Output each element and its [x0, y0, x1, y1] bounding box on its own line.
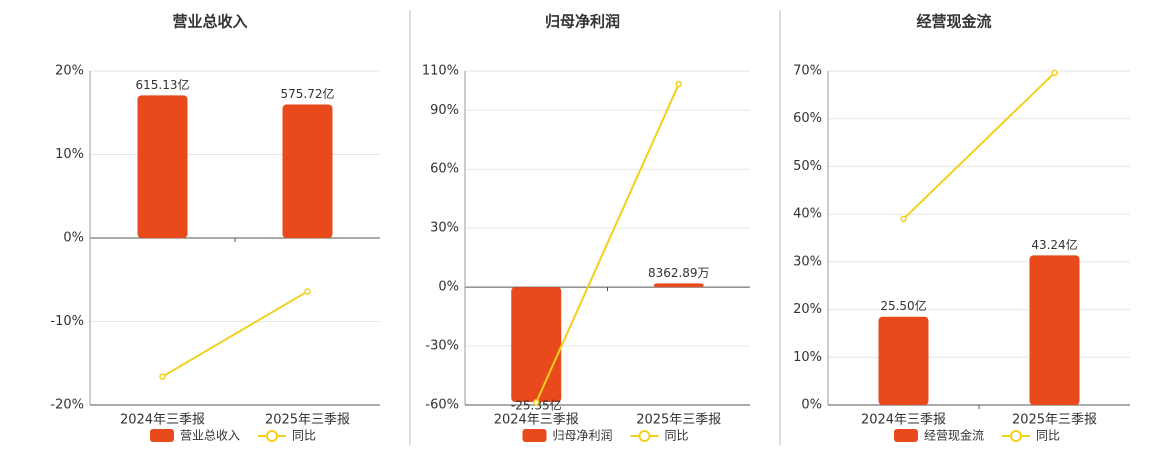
line-point — [1051, 69, 1058, 77]
y-tick-label: 90% — [430, 103, 459, 118]
legend-label: 经营现金流 — [924, 428, 984, 443]
y-tick-label: 10% — [793, 350, 822, 365]
line — [161, 290, 309, 378]
y-tick-label: 30% — [430, 221, 459, 236]
y-tick-label: 60% — [430, 162, 459, 177]
value-label: 615.13亿 — [136, 77, 190, 92]
chart-title: 经营现金流 — [916, 13, 991, 31]
y-tick-label: 70% — [793, 64, 822, 79]
x-tick-label: 2025年三季报 — [1012, 413, 1097, 428]
y-tick-label: 0% — [438, 280, 459, 295]
bar — [282, 104, 333, 239]
y-tick-label: 60% — [793, 111, 822, 126]
legend-marker — [1010, 430, 1023, 442]
chart-title: 营业总收入 — [172, 13, 247, 31]
x-tick-label: 2024年三季报 — [120, 413, 205, 428]
y-tick-label: 50% — [793, 159, 822, 174]
legend-marker — [638, 430, 651, 442]
legend-label: 营业总收入 — [180, 429, 240, 443]
x-tick-label: 2025年三季报 — [265, 413, 350, 428]
legend-label: 归母净利润 — [553, 429, 613, 443]
legend-swatch — [150, 429, 174, 442]
y-tick-label: -60% — [425, 398, 459, 413]
y-tick-label: 0% — [801, 398, 822, 413]
x-tick-label: 2024年三季报 — [494, 413, 579, 428]
line-point — [533, 398, 540, 406]
x-tick-label: 2024年三季报 — [861, 413, 946, 428]
y-tick-label: 20% — [55, 64, 84, 79]
line — [535, 83, 680, 403]
bar — [511, 287, 562, 403]
y-tick-label: 10% — [55, 147, 84, 162]
bar — [653, 283, 704, 288]
y-tick-label: 30% — [793, 254, 822, 269]
value-label: 25.50亿 — [880, 298, 926, 313]
legend-marker — [266, 430, 279, 442]
y-tick-label: -10% — [50, 314, 84, 329]
y-tick-label: -30% — [425, 339, 459, 354]
value-label: 575.72亿 — [281, 86, 335, 101]
line-point — [304, 288, 311, 295]
legend-swatch — [894, 429, 918, 442]
legend-label: 同比 — [1036, 429, 1060, 443]
line-point — [159, 373, 166, 380]
legend-swatch — [522, 429, 547, 442]
y-tick-label: 0% — [63, 231, 84, 246]
line-point — [675, 80, 682, 88]
chart-title: 归母净利润 — [545, 13, 620, 31]
value-label: 8362.89万 — [648, 266, 710, 280]
bar — [137, 95, 188, 239]
y-tick-label: 20% — [793, 302, 822, 317]
value-label: 43.24亿 — [1031, 237, 1077, 252]
legend-label: 同比 — [665, 429, 689, 443]
y-tick-label: 110% — [422, 64, 459, 79]
line-point — [900, 215, 907, 223]
legend-label: 同比 — [292, 429, 316, 443]
x-tick-label: 2025年三季报 — [636, 413, 721, 428]
y-tick-label: 40% — [793, 207, 822, 222]
line — [902, 72, 1056, 220]
y-tick-label: -20% — [50, 398, 84, 413]
bar — [878, 316, 929, 405]
bar — [1029, 255, 1080, 405]
